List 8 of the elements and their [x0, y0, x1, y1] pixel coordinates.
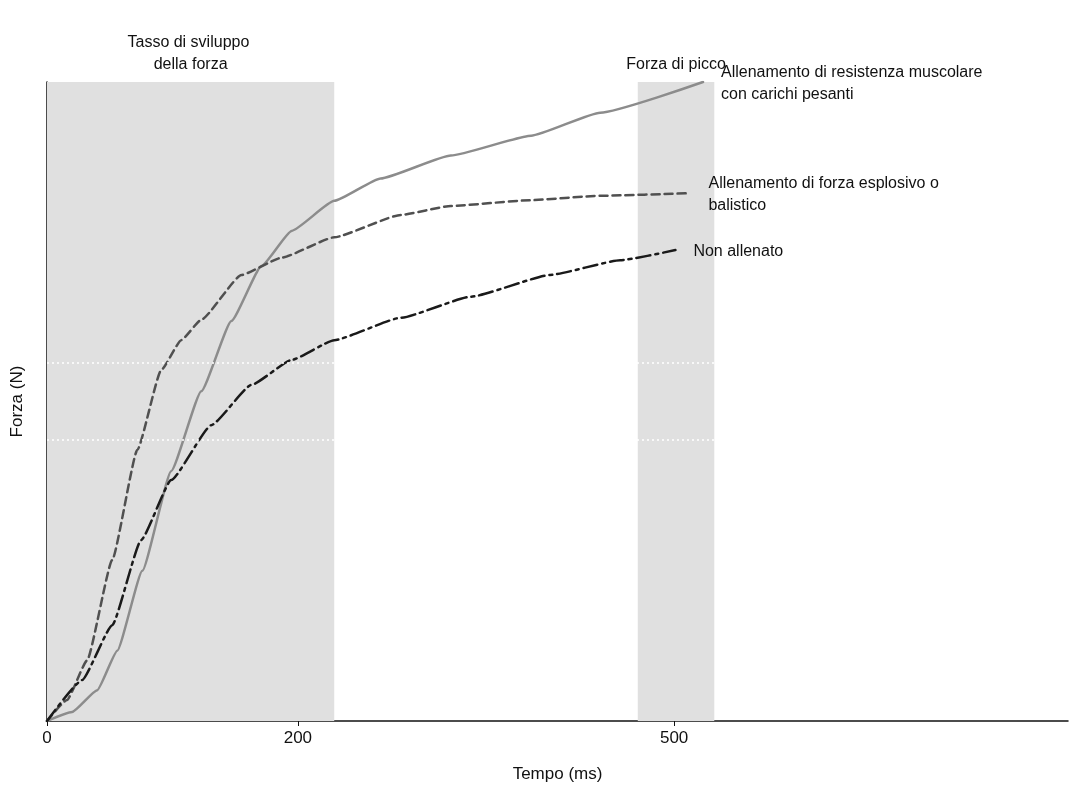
x-tick-label: 500: [659, 728, 689, 747]
x-tick-label: 0: [42, 728, 52, 747]
band-label: Tasso di sviluppo della forza: [127, 32, 254, 72]
x-tick-label: 200: [283, 728, 313, 747]
x-axis-title: Tempo (ms): [512, 764, 603, 783]
y-axis-title: Forza (N): [7, 365, 26, 438]
series-label: Allenamento di forza esplosivo o balistico: [708, 173, 944, 213]
series-label: Non allenato: [693, 241, 784, 259]
